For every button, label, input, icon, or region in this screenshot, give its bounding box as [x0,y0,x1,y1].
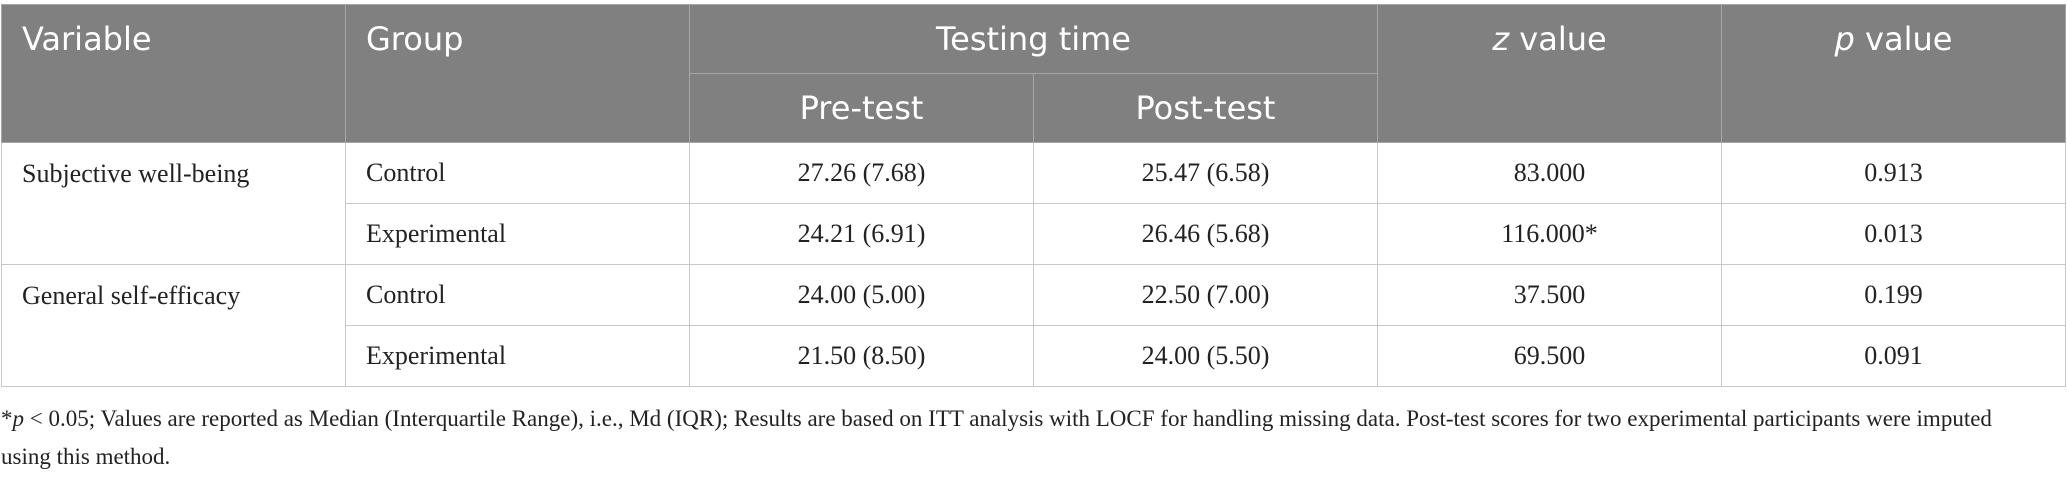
table-cell: 83.000 [1377,142,1722,204]
table-cell: 0.091 [1721,325,2066,387]
table-row: General self-efficacy Control 24.00 (5.00)… [1,264,2066,387]
table-cell: 0.013 [1721,203,2066,265]
table-cell: 21.50 (8.50) [689,325,1034,387]
table-cell: 27.26 (7.68) [689,142,1034,204]
header-cell: z value [1377,4,1722,143]
header-cell: p value [1721,4,2066,143]
table-cell: Experimental [345,325,690,387]
header-cell: Pre-test [689,73,1034,143]
table-body: Subjective well-being Control 27.26 (7.68)… [1,142,2066,387]
header-text: value [1865,20,1953,58]
table-cell: 22.50 (7.00) [1033,264,1378,326]
italic-symbol: p [12,406,25,431]
table-cell: 69.500 [1377,325,1722,387]
results-table: Variable Group Testing time z value p va… [1,4,2066,387]
table-cell: 24.00 (5.50) [1033,325,1378,387]
table-cell: 24.21 (6.91) [689,203,1034,265]
header-cell: Group [345,4,690,143]
table-cell: Subjective well-being [1,142,346,265]
table-cell: Control [345,142,690,204]
header-cell: Post-test [1033,73,1378,143]
header-cell: Variable [1,4,346,143]
table-row: Experimental 21.50 (8.50) 24.00 (5.50) 69.5… [2,325,2066,387]
table-cell: General self-efficacy [1,264,346,387]
italic-symbol: z [1492,20,1510,58]
table-cell: 24.00 (5.00) [689,264,1034,326]
table-cell: 116.000* [1377,203,1722,265]
italic-symbol: p [1834,20,1855,58]
footnote-text: < 0.05; Values are reported as Median (I… [1,406,1992,469]
table-cell: 0.913 [1721,142,2066,204]
footnote-mark: * [1,406,13,431]
table-row: Subjective well-being Control 27.26 (7.68)… [1,142,2066,265]
footnote: *p < 0.05; Values are reported as Median… [1,400,2041,476]
table-cell: 0.199 [1721,264,2066,326]
table-cell: Experimental [345,203,690,265]
header-cell: Testing time [689,4,1378,74]
table-cell: 25.47 (6.58) [1033,142,1378,204]
table-cell: 26.46 (5.68) [1033,203,1378,265]
table-cell: Control [345,264,690,326]
table-cell: 37.500 [1377,264,1722,326]
header-text: value [1519,20,1607,58]
